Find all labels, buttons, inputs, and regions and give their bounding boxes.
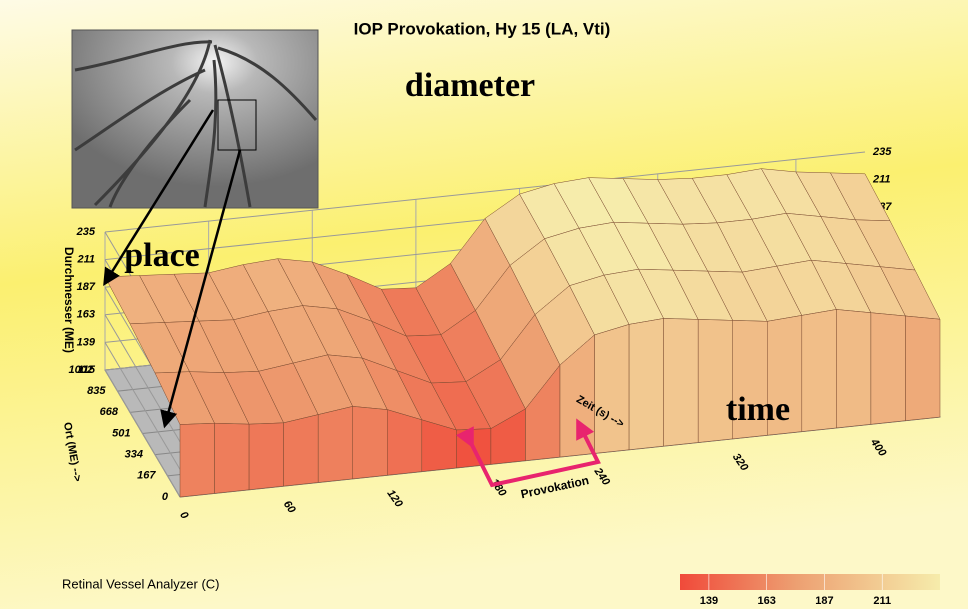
surface-side: [249, 423, 284, 490]
y-tick-label: 334: [125, 449, 143, 461]
surface-side: [871, 313, 906, 425]
y-tick-label: 0: [162, 491, 169, 503]
surface-side: [284, 415, 319, 486]
surface-side: [387, 410, 422, 476]
z-tick-label: 211: [76, 254, 95, 266]
surface-side: [629, 318, 664, 449]
z-tick-label: 115: [77, 364, 95, 376]
surface-side: [905, 316, 940, 421]
surface-side: [215, 423, 250, 493]
y-tick-label: 835: [87, 385, 106, 397]
z-tick-label: 139: [77, 336, 96, 348]
z-tick-label: 163: [77, 309, 95, 321]
annotation: time: [726, 391, 790, 428]
surface-side: [836, 309, 871, 427]
page: 0601201802403204000167334501668835100211…: [0, 0, 968, 609]
z-tick-label: 235: [76, 226, 96, 238]
chart-title: IOP Provokation, Hy 15 (LA, Vti): [354, 19, 611, 38]
surface-side: [318, 406, 353, 482]
z-tick-label: 187: [77, 281, 96, 293]
z-tick-label: 211: [872, 174, 891, 186]
annotation: diameter: [405, 67, 535, 104]
annotation: place: [124, 237, 200, 274]
fundus-photo: [72, 30, 318, 208]
colorbar-tick-label: 163: [757, 595, 775, 607]
footer: Retinal Vessel Analyzer (C): [62, 576, 220, 591]
y-tick-label: 501: [112, 427, 130, 439]
surface-side: [802, 309, 837, 431]
y-tick-label: 167: [137, 470, 156, 482]
colorbar-tick-label: 139: [700, 595, 718, 607]
z-axis-label: Durchmesser (ME): [62, 247, 76, 353]
colorbar-tick-label: 211: [873, 595, 891, 607]
y-tick-label: 668: [100, 406, 119, 418]
surface-side: [353, 406, 388, 478]
surface-side: [180, 423, 215, 497]
z-tick-label: 235: [872, 146, 892, 158]
surface-side: [595, 324, 630, 453]
colorbar-tick-label: 187: [815, 595, 833, 607]
surface-side: [664, 318, 699, 446]
colorbar-scale: [680, 574, 940, 590]
chart: 0601201802403204000167334501668835100211…: [0, 0, 968, 609]
